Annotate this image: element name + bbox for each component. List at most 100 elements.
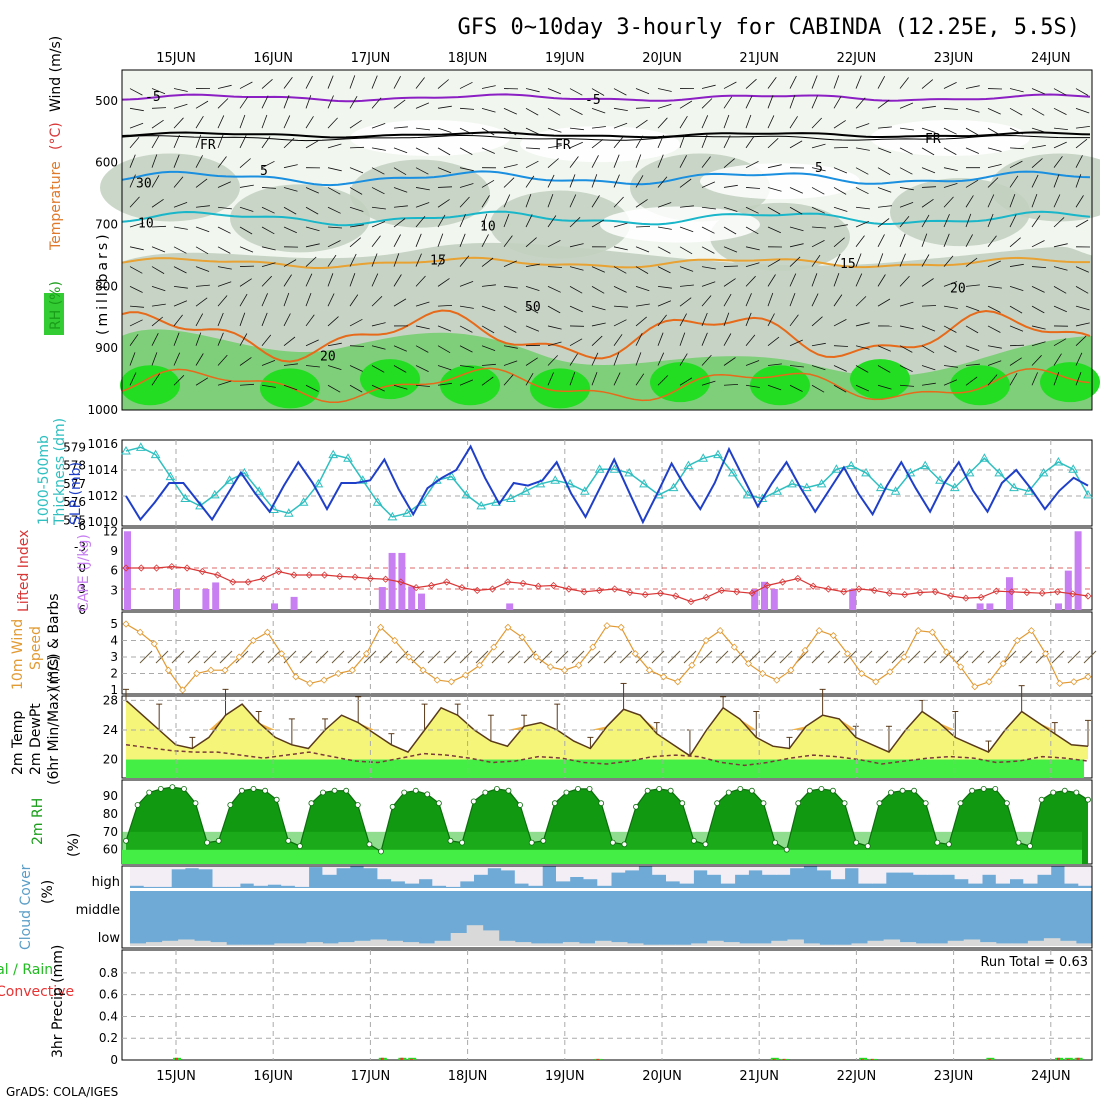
wind-barb [833,294,843,307]
wind-barb [129,136,140,149]
cloud-middle-label: middle [76,903,120,918]
wind-barb [173,285,188,289]
temp2m-ticks: 20 24 28 [103,693,118,766]
wind-barb [811,143,826,149]
wind-barb [239,114,246,129]
wind-barb [129,88,143,96]
rh2m-marker [864,843,871,849]
wind-marker [179,686,187,694]
wind-barb [349,75,356,89]
wind-barb [921,167,936,174]
wind-barb [965,179,979,188]
wind-barb [415,345,429,353]
wind-barb [349,167,364,174]
wind-barb [899,102,914,109]
tick-label: 4 [110,634,118,648]
wind-barb [877,167,891,176]
wind-barb [547,355,558,366]
wind-barb [679,313,687,327]
wind-barb [217,84,232,89]
cape-bar [986,603,994,610]
wind-barb [613,305,629,308]
wind-barb [767,115,775,129]
wind-barb [987,194,995,208]
wind-barb [745,312,752,327]
wind-barb [745,114,752,129]
wind-barb [987,305,1001,313]
wind-barb [481,257,494,267]
rh2m-marker [737,786,744,792]
precip-conv-bar [1057,1057,1060,1060]
wind-barb [371,296,383,307]
cloud-high-bar [872,866,887,884]
wind-barb [239,278,252,287]
cloud-high-bar [212,866,227,887]
wind-barb [943,345,957,353]
cape-bars [124,531,1082,610]
wind-barb [855,206,870,210]
wind-barb [151,285,166,292]
wind-barb [503,345,518,349]
cloud-low-bar [210,942,227,946]
wind-barb [811,316,823,327]
precip-ticks: 0 0.2 0.4 0.6 0.8 [99,966,118,1067]
rh2m-marker [250,786,257,792]
li-marker [336,572,344,580]
wind-barb [459,81,473,89]
wind10m-label-1: 10m Wind [10,619,26,690]
wind-barb [877,234,885,247]
thickness-marker [254,486,265,495]
wind-barb [657,246,671,254]
wind-marker [957,663,965,671]
wind-barb [151,266,165,274]
li-marker [992,587,1000,595]
wind-barb [635,352,642,366]
wind-marker [660,673,668,681]
cloud-low-bar [643,944,660,946]
rh-dry-gap [600,206,760,243]
wind-barb [195,246,209,255]
rh2m-band-low [122,849,1082,864]
li-marker [1008,588,1016,596]
rh2m-marker [876,800,883,807]
rh2m-marker [459,839,466,846]
thickness-marker [343,453,353,462]
wind-barb [283,292,290,307]
cloud-low-bar [370,939,387,946]
contour-label: 10 [138,217,154,232]
li-marker [794,574,802,583]
wind-barb [569,353,578,366]
cloud-low-bar [1011,943,1029,946]
wind-barb [811,342,826,347]
wind-barb [679,100,693,109]
wind-barb [327,293,335,307]
lifted-index-markers [122,563,1092,606]
wind-barb [811,254,821,267]
wind-barb [745,78,757,89]
rh2m-marker [563,789,570,796]
wind-barb [371,365,385,373]
cloud-high-bar [775,866,791,875]
wind-marker [815,627,823,635]
wind-barb [481,284,496,287]
wind-barb [151,198,164,208]
cloud-low-bar [755,943,772,946]
wind-barb [569,217,581,228]
wind-barb [745,206,759,214]
cloud-label-2: (%) [40,880,56,904]
wind-barb [327,75,334,89]
wind-barb [877,126,892,129]
li-marker [809,582,817,590]
cape-bar [173,589,180,610]
wind-barb [217,281,232,287]
wind-barb [1031,215,1041,228]
wind-barb [1031,341,1046,347]
wind-barb [745,187,761,189]
wind-barb [547,145,562,149]
tick-label: 28 [103,693,118,707]
wind-barb [1075,305,1090,311]
thickness-marker [224,475,235,484]
tick-label: 1016 [87,437,118,451]
wind-barb [305,384,319,392]
cloud-low-bar [787,939,804,946]
